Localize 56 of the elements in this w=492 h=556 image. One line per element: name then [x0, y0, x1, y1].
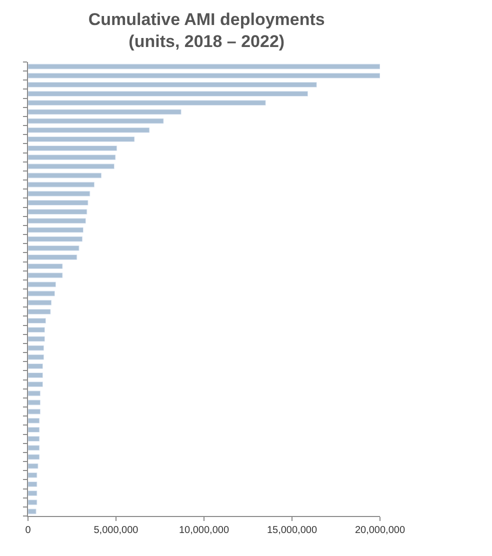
bar [28, 445, 40, 451]
bar [28, 481, 38, 487]
bar [28, 363, 44, 369]
bar [28, 254, 78, 260]
x-tick-label: 0 [25, 525, 32, 536]
bar [28, 100, 266, 106]
bar [28, 272, 63, 278]
bar [28, 436, 40, 442]
bar [28, 400, 41, 406]
bar [28, 463, 38, 469]
bar [28, 154, 116, 160]
bar [28, 500, 38, 506]
bar [28, 127, 150, 133]
bar [28, 209, 88, 215]
bar [28, 182, 95, 188]
bar [28, 164, 114, 170]
bar [28, 426, 40, 432]
bar [28, 390, 41, 396]
bar [28, 290, 55, 296]
bar [28, 245, 80, 251]
bar [28, 136, 135, 142]
bar [28, 318, 46, 324]
bar [28, 382, 44, 388]
x-tick-label: 20,000,000 [354, 525, 406, 536]
bar [28, 82, 317, 88]
bar [28, 327, 45, 333]
bar [28, 282, 56, 288]
bar [28, 172, 102, 178]
bar [28, 508, 36, 514]
bar [28, 236, 83, 242]
bar [28, 218, 86, 224]
chart-title: Cumulative AMI deployments (units, 2018 – 2022) [88, 10, 325, 52]
bar [28, 64, 380, 70]
x-tick-label: 15,000,000 [266, 525, 318, 536]
bar [28, 490, 38, 496]
bar [28, 72, 380, 78]
bar [28, 91, 308, 97]
bar [28, 372, 44, 378]
bar [28, 109, 182, 115]
bar [28, 146, 118, 152]
x-tick-label: 10,000,000 [178, 525, 230, 536]
bar [28, 354, 44, 360]
bar [28, 308, 51, 314]
bar [28, 264, 63, 270]
bar [28, 118, 164, 124]
bar [28, 345, 44, 351]
bar [28, 227, 84, 233]
bar [28, 200, 88, 206]
bar [28, 190, 90, 196]
bar [28, 408, 41, 414]
bar [28, 418, 40, 424]
bar [28, 472, 38, 478]
bar [28, 300, 52, 306]
x-tick-label: 5,000,000 [94, 525, 139, 536]
bar [28, 336, 45, 342]
bar [28, 454, 40, 460]
